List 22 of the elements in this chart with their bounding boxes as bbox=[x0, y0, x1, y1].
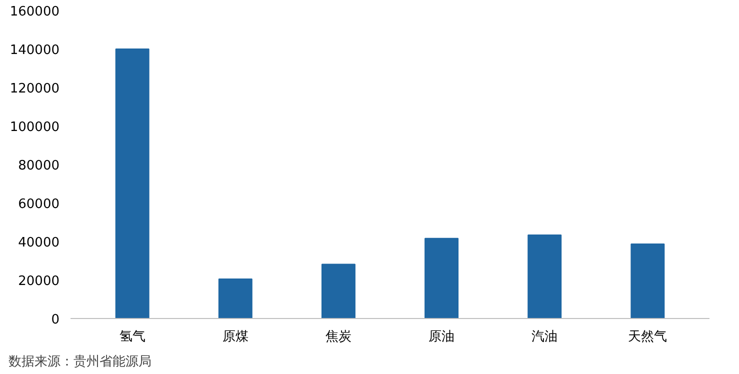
source-note: 数据来源：贵州省能源局 bbox=[8, 354, 152, 370]
y-tick-label: 100000 bbox=[10, 120, 60, 135]
bar bbox=[218, 278, 252, 318]
bar bbox=[630, 244, 665, 318]
y-tick-label: 20000 bbox=[18, 274, 60, 289]
x-tick-label: 原煤 bbox=[222, 330, 248, 344]
x-tick-label: 天然气 bbox=[628, 330, 668, 344]
x-tick-label: 汽油 bbox=[532, 330, 558, 344]
bar bbox=[528, 234, 562, 318]
y-tick-label: 160000 bbox=[10, 4, 60, 20]
x-tick-label: 氢气 bbox=[119, 330, 146, 344]
x-tick-label: 焦炭 bbox=[325, 330, 352, 344]
y-tick-label: 140000 bbox=[10, 43, 60, 58]
x-tick-label: 原油 bbox=[428, 330, 455, 344]
bar bbox=[424, 238, 459, 318]
bar bbox=[115, 48, 150, 318]
y-tick-label: 40000 bbox=[18, 236, 60, 250]
bar bbox=[321, 264, 356, 318]
y-tick-label: 120000 bbox=[10, 82, 60, 96]
y-tick-label: 60000 bbox=[18, 197, 60, 212]
y-tick-label: 80000 bbox=[18, 158, 60, 174]
y-tick-label: 0 bbox=[51, 312, 60, 328]
